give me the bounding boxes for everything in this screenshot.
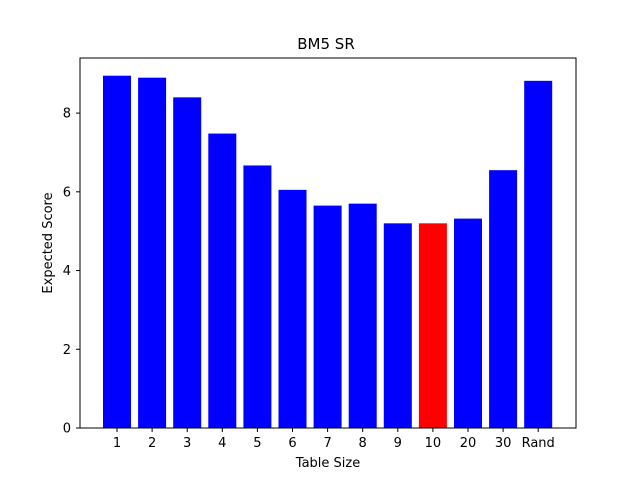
x-tick-label: 4: [218, 436, 226, 451]
x-tick-label: 1: [113, 436, 121, 451]
bar-20: [454, 218, 482, 428]
plot-frame: [79, 57, 577, 429]
x-tick-label: 7: [323, 436, 331, 451]
bar-8: [348, 203, 377, 428]
y-tick-label: 0: [63, 422, 71, 437]
bar-9: [383, 223, 412, 428]
bars-group: [103, 75, 553, 429]
bar-4: [208, 133, 237, 428]
x-tick-label: 10: [425, 436, 442, 451]
x-tick-label: 9: [394, 436, 402, 451]
bar-2: [138, 77, 167, 429]
x-tick-label: 2: [148, 436, 156, 451]
bar-3: [173, 97, 202, 429]
x-axis-label: Table Size: [295, 456, 360, 471]
bar-rand: [524, 80, 553, 428]
x-tick-label: 8: [359, 436, 367, 451]
x-tick-label: 3: [183, 436, 191, 451]
chart-title: BM5 SR: [297, 35, 355, 53]
x-tick-label: 30: [495, 436, 512, 451]
y-axis-label: Expected Score: [41, 192, 56, 293]
x-tick-label: 20: [460, 436, 477, 451]
y-tick-label: 6: [63, 185, 71, 200]
bar-1: [103, 75, 131, 429]
bar-30: [489, 170, 518, 428]
bar-6: [278, 189, 307, 428]
bar-7: [313, 205, 342, 428]
bar-5: [243, 165, 272, 428]
x-tick-label: 5: [253, 436, 261, 451]
x-axis-ticks: 1 2 3 4 5 6 7 8 9 10 20 30 Rand: [113, 428, 555, 451]
y-tick-label: 4: [63, 264, 71, 279]
y-tick-label: 8: [63, 107, 71, 122]
x-tick-label: Rand: [522, 436, 555, 451]
x-tick-label: 6: [288, 436, 296, 451]
y-tick-label: 2: [63, 343, 71, 358]
bar-10: [418, 223, 447, 428]
y-axis-ticks: 0 2 4 6 8: [63, 107, 80, 437]
